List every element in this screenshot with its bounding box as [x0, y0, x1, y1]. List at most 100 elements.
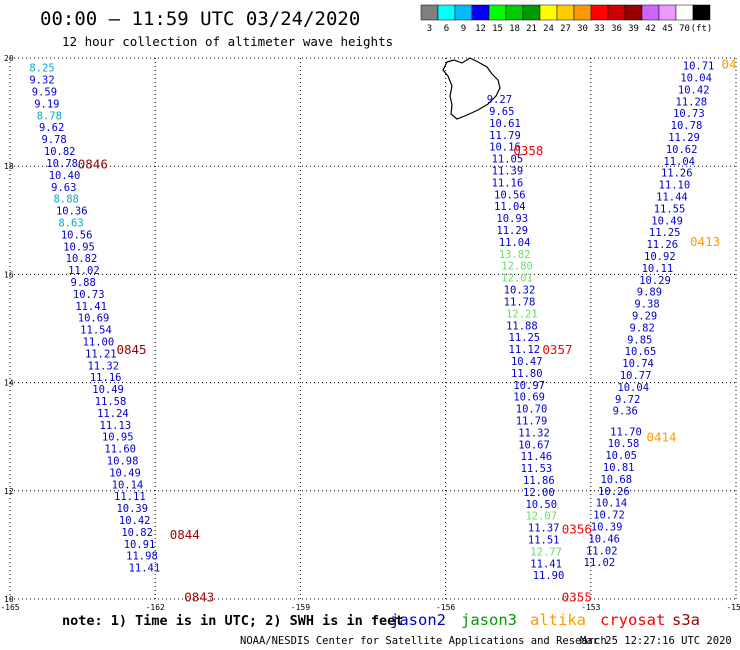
swh-value: 10.78 [46, 158, 78, 170]
swh-value: 11.10 [659, 180, 691, 192]
colorbar-label: 39 [628, 24, 639, 34]
swh-value: 11.02 [68, 265, 100, 277]
swh-value: 11.55 [654, 203, 686, 215]
swh-value: 11.44 [656, 191, 688, 203]
y-tick-labels: 10 12 14 16 18 20 [4, 54, 14, 604]
pass-time-label: 0356 [562, 522, 592, 537]
island-outline [442, 57, 501, 120]
swh-value: 11.29 [668, 132, 700, 144]
colorbar-swatch [505, 4, 524, 21]
swh-value: 10.11 [642, 263, 674, 275]
x-tick-labels: -165 -162 -159 -156 -153 -150 [0, 603, 740, 612]
y-tick-label: 16 [4, 270, 14, 279]
swh-value: 11.25 [509, 332, 541, 344]
swh-value: 9.27 [487, 94, 512, 106]
credit-text: NOAA/NESDIS Center for Satellite Applica… [240, 635, 607, 647]
swh-value: 11.29 [496, 225, 528, 237]
swh-value: 9.85 [627, 334, 652, 346]
swh-value: 10.95 [63, 241, 95, 253]
swh-value: 11.21 [85, 348, 117, 360]
swh-value: 10.40 [49, 170, 81, 182]
swh-value: 10.14 [112, 479, 144, 491]
colorbar-label: 24 [543, 24, 554, 34]
swh-value: 10.71 [683, 61, 715, 73]
swh-value: 9.89 [637, 287, 662, 299]
swh-value: 10.39 [591, 522, 623, 534]
swh-value: 10.29 [639, 275, 671, 287]
swh-value: 9.65 [489, 106, 514, 118]
swh-value: 10.42 [119, 515, 151, 527]
swh-value: 10.67 [518, 439, 550, 451]
y-tick-label: 14 [4, 379, 14, 388]
swh-value: 10.32 [504, 285, 536, 297]
swh-value: 11.02 [586, 545, 618, 557]
swh-value: 10.81 [603, 462, 635, 474]
swh-value: 11.86 [523, 475, 555, 487]
legend-cryosat: cryosat [600, 611, 665, 629]
colorbar-label: 18 [509, 24, 520, 34]
swh-value: 11.05 [492, 154, 524, 166]
swh-value: 10.78 [671, 120, 703, 132]
swh-value: 10.56 [61, 229, 93, 241]
swh-value: 12.21 [506, 308, 538, 320]
swh-value: 11.41 [530, 558, 562, 570]
colorbar-label: 70 [679, 24, 690, 34]
swh-value: 11.16 [90, 372, 122, 384]
swh-value: 10.39 [116, 503, 148, 515]
swh-value: 10.91 [124, 539, 156, 551]
pass-time-label: 0357 [542, 342, 572, 357]
swh-value: 9.19 [34, 98, 59, 110]
swh-value: 11.80 [511, 368, 543, 380]
swh-value: 10.69 [513, 392, 545, 404]
swh-value: 11.37 [528, 523, 560, 535]
swh-value: 10.49 [651, 215, 683, 227]
swh-value: 11.46 [521, 451, 553, 463]
swh-value: 11.26 [661, 168, 693, 180]
swh-value: 11.32 [518, 427, 550, 439]
pass-time-label: 04 [721, 56, 736, 71]
colorbar-swatch [607, 4, 626, 21]
colorbar-label: 15 [492, 24, 503, 34]
colorbar-label: 42 [645, 24, 656, 34]
swh-value: 10.98 [107, 456, 139, 468]
swh-value: 10.61 [489, 118, 521, 130]
x-tick-label: -150 [726, 603, 740, 612]
colorbar-swatch [641, 4, 660, 21]
swh-value: 11.12 [509, 344, 541, 356]
x-tick-label: -165 [0, 603, 19, 612]
x-tick-label: -162 [146, 603, 165, 612]
swh-value: 11.90 [533, 570, 565, 582]
swh-value: 11.51 [528, 534, 560, 546]
y-tick-label: 18 [4, 162, 14, 171]
swh-value: 9.82 [630, 322, 655, 334]
swh-value: 11.25 [649, 227, 681, 239]
swh-value: 11.04 [494, 201, 526, 213]
swh-value: 11.04 [663, 156, 695, 168]
colorbar: 3 6 9 12 15 18 21 24 27 30 33 36 39 42 45 70 (ft) [420, 4, 712, 34]
swh-value: 10.47 [511, 356, 543, 368]
swh-value: 11.98 [126, 551, 158, 563]
swh-value: 11.79 [489, 130, 521, 142]
swh-value: 9.72 [615, 394, 640, 406]
swh-value: 10.49 [109, 467, 141, 479]
colorbar-swatch [658, 4, 677, 21]
colorbar-swatch [539, 4, 558, 21]
colorbar-swatch [692, 4, 711, 21]
colorbar-label: 6 [444, 24, 449, 34]
colorbar-swatch [624, 4, 643, 21]
pass-time-label: 0413 [690, 234, 720, 249]
swh-value: 10.04 [617, 382, 649, 394]
pass-time-label: 0845 [116, 342, 146, 357]
swh-value: 11.41 [129, 563, 161, 575]
colorbar-swatch [556, 4, 575, 21]
legend-altika: altika [530, 611, 586, 629]
legend-jason3: jason3 [461, 611, 517, 629]
swh-value: 9.63 [51, 182, 76, 194]
colorbar-label: 30 [577, 24, 588, 34]
swh-value: 10.92 [644, 251, 676, 263]
colorbar-label: 3 [427, 24, 432, 34]
colorbar-label: 9 [461, 24, 466, 34]
pass-time-label: 0844 [170, 527, 200, 542]
swh-value: 10.82 [44, 146, 76, 158]
